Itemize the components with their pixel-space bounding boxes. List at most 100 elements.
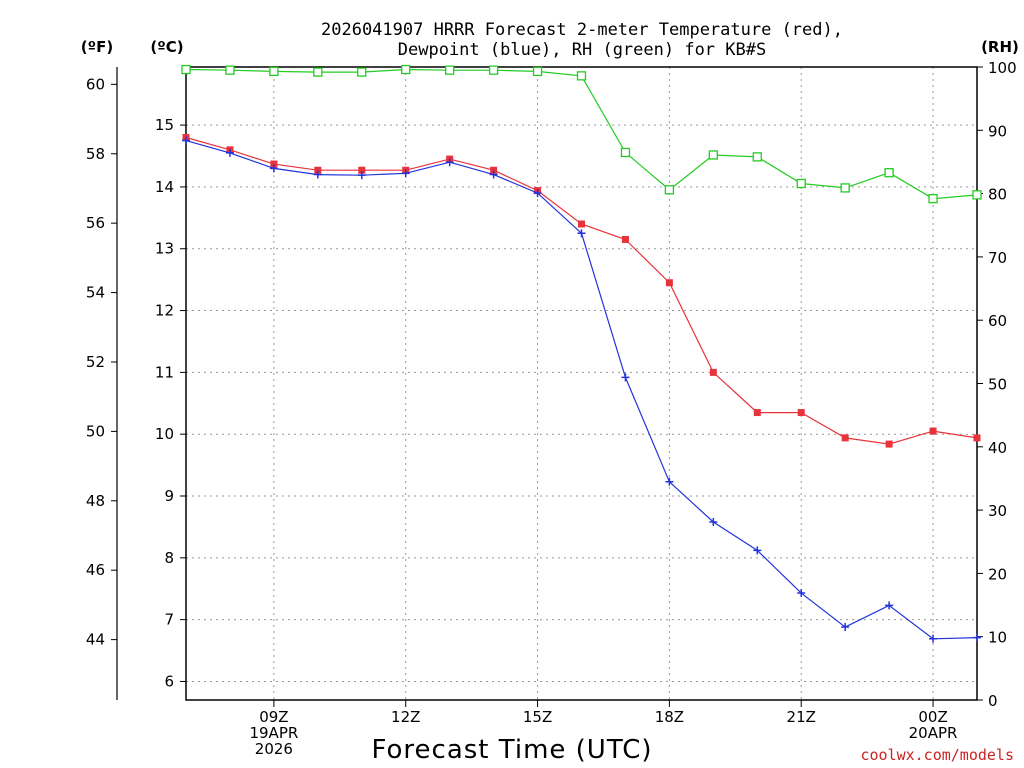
x-tick-label: 2026: [255, 740, 293, 758]
data-point: [884, 168, 894, 178]
data-point: [401, 169, 410, 178]
celsius-tick-label: 8: [164, 549, 174, 567]
data-point: [840, 183, 850, 193]
data-point: [488, 65, 499, 75]
data-point: [357, 67, 367, 77]
plot-frame: [185, 66, 978, 701]
celsius-tick-label: 11: [155, 363, 174, 381]
data-point: [620, 147, 631, 158]
data-point: [269, 164, 278, 173]
data-point: [578, 220, 585, 228]
data-point: [709, 368, 717, 376]
data-point: [445, 158, 454, 167]
data-point: [928, 194, 938, 204]
fahrenheit-tick-label: 52: [86, 353, 105, 371]
data-point: [357, 171, 366, 180]
celsius-unit-label: (ºC): [150, 38, 183, 56]
fahrenheit-tick-label: 48: [86, 492, 105, 510]
fahrenheit-tick-label: 56: [86, 214, 105, 232]
x-tick-label: 20APR: [909, 724, 958, 742]
celsius-tick-label: 10: [155, 425, 174, 443]
x-tick-label: 12Z: [391, 708, 420, 726]
data-point: [489, 170, 498, 179]
data-point: [797, 589, 806, 598]
data-point: [358, 166, 366, 174]
rh-tick-label: 90: [988, 122, 1007, 140]
data-point: [972, 190, 982, 200]
data-point: [225, 65, 235, 75]
data-point: [753, 409, 761, 417]
data-point: [797, 409, 805, 417]
fahrenheit-tick-label: 44: [86, 631, 105, 649]
grid: [186, 67, 977, 700]
title-line-1: 2026041907 HRRR Forecast 2-meter Tempera…: [321, 20, 843, 40]
data-point: [709, 517, 718, 526]
data-point: [665, 279, 673, 287]
series-dewpoint: [182, 136, 981, 643]
plot-area: [186, 67, 977, 700]
x-tick-label: 00Z: [918, 708, 947, 726]
data-point: [796, 178, 806, 189]
data-point: [533, 189, 542, 198]
data-point: [532, 66, 543, 77]
data-point: [753, 546, 762, 555]
rh-tick-label: 20: [988, 565, 1007, 583]
data-point: [841, 623, 850, 632]
rh-tick-label: 40: [988, 439, 1007, 457]
title-line-2: Dewpoint (blue), RH (green) for KB#S: [398, 40, 766, 60]
rh-tick-label: 0: [988, 692, 998, 710]
data-point: [269, 66, 279, 77]
data-point: [181, 64, 191, 75]
data-point: [577, 229, 586, 238]
x-tick-label: 21Z: [787, 708, 816, 726]
data-point: [445, 65, 455, 75]
x-tick-label: 15Z: [523, 708, 552, 726]
fahrenheit-tick-label: 54: [86, 284, 105, 302]
x-axis-label: Forecast Time (UTC): [371, 735, 652, 765]
fahrenheit-tick-label: 50: [86, 422, 105, 440]
data-point: [576, 71, 587, 81]
series-layer: [181, 64, 982, 643]
celsius-tick-label: 12: [155, 302, 174, 320]
fahrenheit-tick-label: 58: [86, 145, 105, 163]
rh-tick-label: 100: [988, 59, 1017, 77]
data-point: [841, 434, 849, 442]
data-point: [225, 148, 234, 157]
data-point: [973, 434, 981, 442]
data-point: [885, 440, 893, 448]
credit-link[interactable]: coolwx.com/models: [860, 746, 1014, 764]
celsius-tick-label: 9: [164, 487, 174, 505]
data-point: [752, 152, 762, 162]
data-point: [313, 170, 322, 179]
rh-tick-label: 60: [988, 312, 1007, 330]
data-point: [270, 160, 278, 168]
x-tick-label: 18Z: [655, 708, 684, 726]
celsius-tick-label: 13: [155, 240, 174, 258]
data-point: [665, 477, 674, 486]
rh-tick-label: 30: [988, 502, 1007, 520]
data-point: [664, 185, 675, 195]
x-tick-label: 09Z: [259, 708, 288, 726]
fahrenheit-unit-label: (ºF): [81, 38, 113, 56]
data-point: [885, 601, 894, 610]
fahrenheit-tick-label: 60: [86, 75, 105, 93]
fahrenheit-tick-label: 46: [86, 561, 105, 579]
celsius-tick-label: 7: [164, 611, 174, 629]
rh-tick-label: 70: [988, 249, 1007, 267]
data-point: [973, 633, 981, 642]
celsius-tick-label: 14: [155, 178, 174, 196]
rh-tick-label: 50: [988, 376, 1007, 394]
rh-unit-label: (RH): [981, 38, 1019, 56]
rh-tick-label: 10: [988, 629, 1007, 647]
data-point: [929, 634, 938, 643]
x-tick-label: 19APR: [249, 724, 298, 742]
data-point: [490, 166, 498, 174]
data-point: [401, 64, 411, 75]
data-point: [929, 427, 937, 435]
data-point: [621, 373, 630, 382]
data-point: [708, 150, 718, 160]
data-point: [621, 235, 629, 243]
data-point: [313, 67, 323, 77]
